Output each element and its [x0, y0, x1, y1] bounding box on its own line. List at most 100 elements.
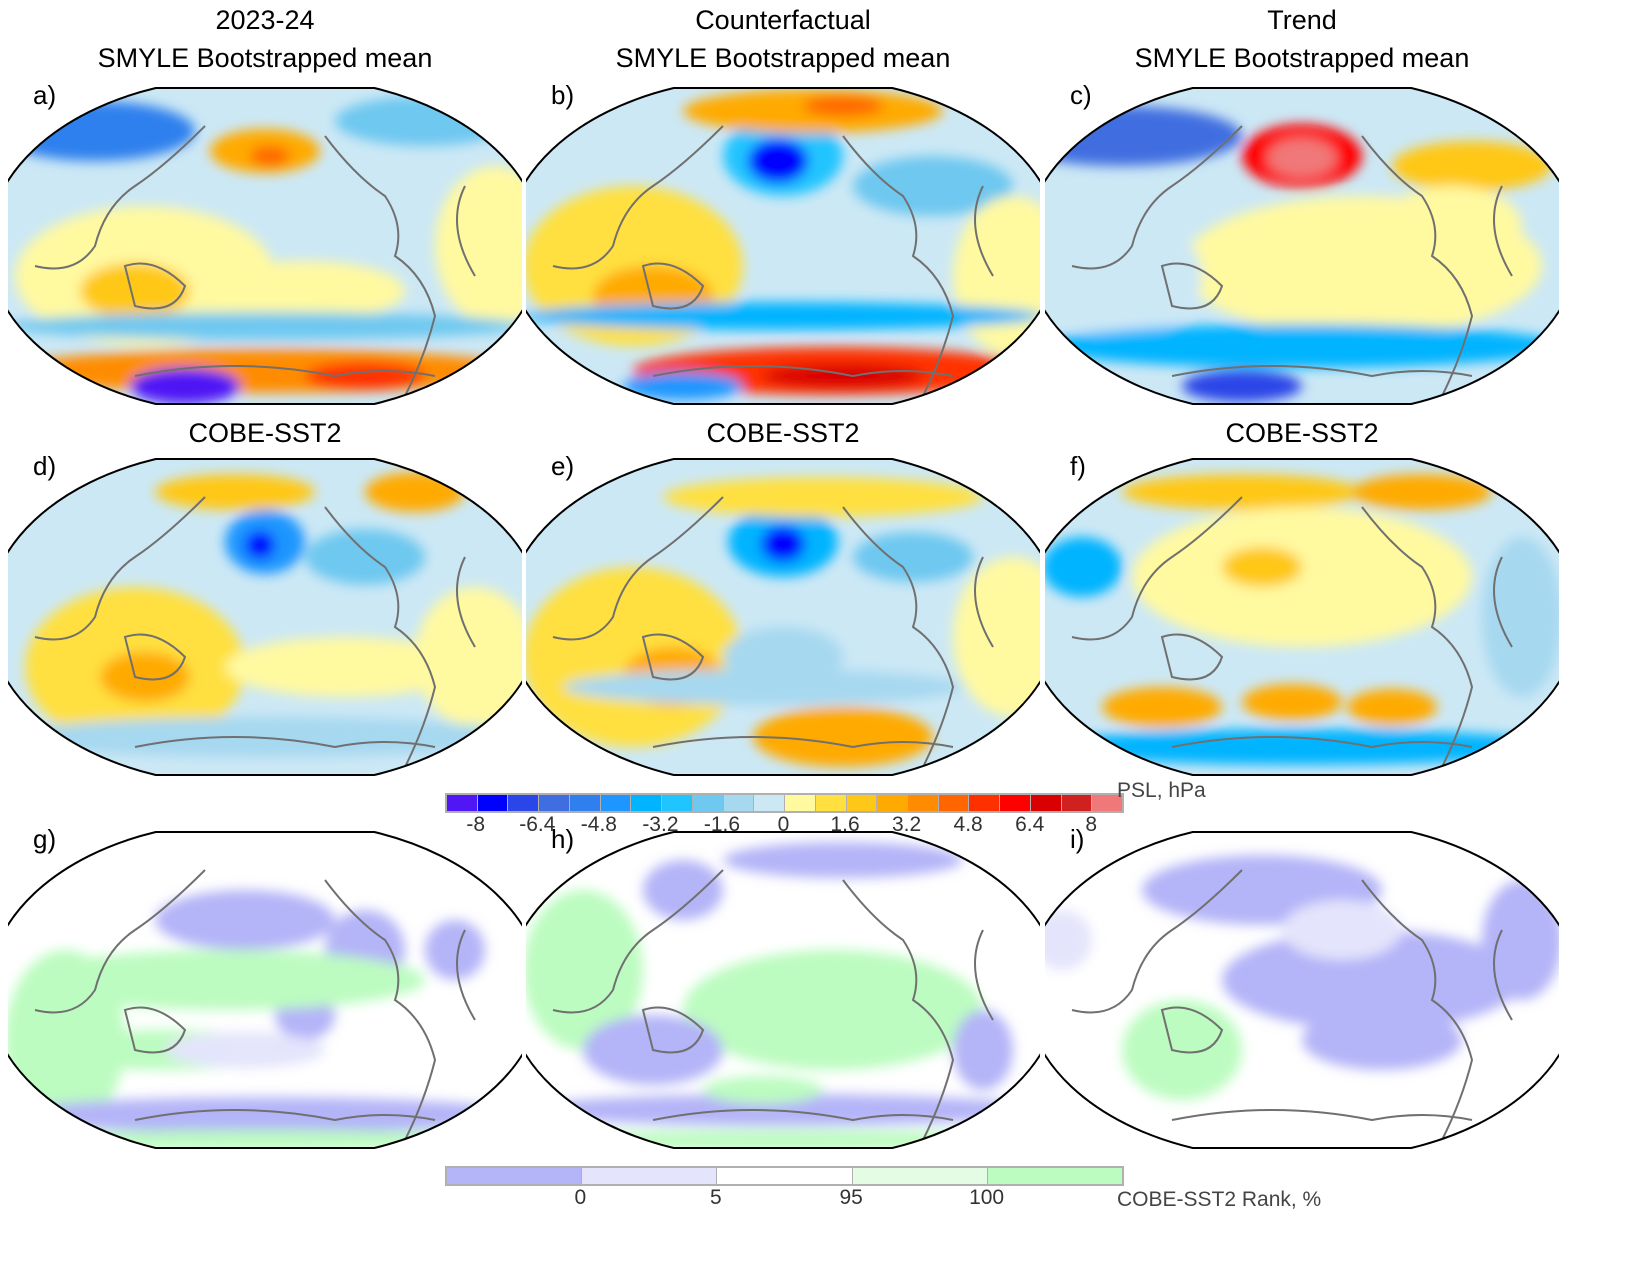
anomaly-region — [748, 139, 808, 183]
column-title: 2023-24 — [215, 5, 315, 35]
colorbar-swatch — [785, 795, 816, 811]
anomaly-region — [663, 477, 983, 517]
anomaly-region — [1122, 1000, 1242, 1100]
map-panel — [1045, 87, 1559, 405]
colorbar-tick-label: 1.6 — [830, 813, 860, 836]
anomaly-region — [1045, 729, 1559, 765]
colorbar-tick-label: 3.2 — [891, 813, 922, 836]
colorbar-tick-label: 6.4 — [1015, 813, 1045, 836]
column-subtitle: SMYLE Bootstrapped mean — [615, 43, 951, 73]
colorbar-tick-label: 100 — [969, 1186, 1005, 1209]
anomaly-region — [1182, 370, 1302, 402]
psl-colorbar — [445, 793, 1124, 813]
colorbar-tick-label: -3.2 — [642, 813, 679, 836]
colorbar-tick-label: 0 — [574, 1186, 587, 1209]
map-panel — [526, 831, 1040, 1149]
colorbar-swatch — [1061, 795, 1093, 811]
anomaly-region — [1222, 930, 1522, 1030]
anomaly-region — [365, 472, 465, 512]
panel-label: i) — [1070, 824, 1085, 854]
anomaly-region — [526, 302, 1040, 330]
anomaly-region — [953, 557, 1040, 717]
colorbar-swatch — [877, 795, 909, 811]
colorbar-swatch — [852, 1168, 988, 1184]
anomaly-region — [763, 364, 923, 388]
colorbar-swatch — [662, 795, 693, 811]
map-outline — [8, 87, 522, 405]
map-outline — [8, 831, 522, 1149]
anomaly-region — [803, 96, 883, 116]
anomaly-region — [1045, 216, 1202, 336]
anomaly-region — [25, 950, 425, 1010]
map-panel — [1045, 831, 1559, 1149]
colorbar-swatch — [1000, 795, 1031, 811]
map-outline — [1045, 831, 1559, 1149]
colorbar-title: COBE-SST2 Rank, % — [1117, 1188, 1322, 1211]
colorbar-tick-label: -4.8 — [580, 813, 617, 836]
map-outline — [526, 831, 1040, 1149]
panel-title: COBE-SST2 — [706, 418, 860, 448]
anomaly-region — [1392, 141, 1552, 191]
anomaly-region — [1222, 547, 1302, 587]
coastlines — [552, 125, 994, 397]
anomaly-region — [130, 368, 240, 404]
panel-label: c) — [1070, 80, 1092, 110]
anomaly-region — [305, 362, 425, 390]
map-panel — [1045, 458, 1559, 776]
panel-label: a) — [33, 80, 57, 110]
anomaly-region — [853, 156, 1013, 216]
anomaly-region — [245, 531, 275, 559]
anomaly-region — [753, 707, 933, 767]
anomaly-region — [435, 166, 522, 326]
panel-label: d) — [33, 451, 57, 481]
colorbar-tick-label: 0 — [777, 813, 790, 836]
colorbar-swatch — [477, 795, 509, 811]
colorbar-tick-label: -8 — [466, 813, 486, 836]
map-panel — [8, 458, 522, 776]
anomaly-region — [1347, 689, 1437, 725]
panel-label: h) — [551, 824, 575, 854]
colorbar-swatch — [987, 1168, 1123, 1184]
map-panel — [8, 87, 522, 405]
anomaly-region — [425, 920, 485, 980]
panel-title: COBE-SST2 — [188, 418, 342, 448]
colorbar-swatch — [569, 795, 601, 811]
map-outline — [526, 87, 1040, 405]
colorbar-swatch — [631, 795, 663, 811]
anomaly-region — [853, 532, 973, 582]
anomaly-region — [643, 860, 723, 920]
anomaly-region — [703, 1076, 823, 1104]
column-title: Counterfactual — [695, 5, 871, 35]
anomaly-region — [1482, 537, 1559, 697]
colorbar-tick-label: 5 — [709, 1186, 722, 1209]
colorbar-swatch — [582, 1168, 718, 1184]
anomaly-region — [953, 1010, 1013, 1090]
anomaly-region — [1045, 324, 1559, 368]
anomaly-region — [623, 372, 743, 400]
column-title: Trend — [1267, 5, 1337, 35]
anomaly-region — [250, 146, 290, 166]
anomaly-region — [225, 637, 465, 697]
map-outline — [8, 458, 522, 776]
coastlines — [552, 869, 994, 1141]
colorbar-swatch — [815, 795, 847, 811]
colorbar-swatch — [600, 795, 632, 811]
colorbar-swatch — [1030, 795, 1062, 811]
anomaly-region — [1242, 684, 1342, 720]
map-outline — [1045, 458, 1559, 776]
colorbar-tick-label: 8 — [1085, 813, 1098, 836]
anomaly-region — [8, 312, 522, 340]
map-outline — [526, 458, 1040, 776]
colorbar-swatch — [447, 1168, 583, 1184]
colorbar-title: PSL, hPa — [1117, 779, 1206, 802]
anomaly-region — [1045, 537, 1122, 597]
map-outline — [1045, 87, 1559, 405]
colorbar-swatch — [938, 795, 970, 811]
map-panel — [526, 87, 1040, 405]
map-panel — [8, 831, 522, 1149]
anomaly-region — [165, 1032, 325, 1068]
anomaly-region — [1302, 1010, 1462, 1070]
anomaly-region — [1045, 910, 1092, 970]
anomaly-region — [1267, 138, 1337, 178]
anomaly-region — [305, 529, 425, 585]
